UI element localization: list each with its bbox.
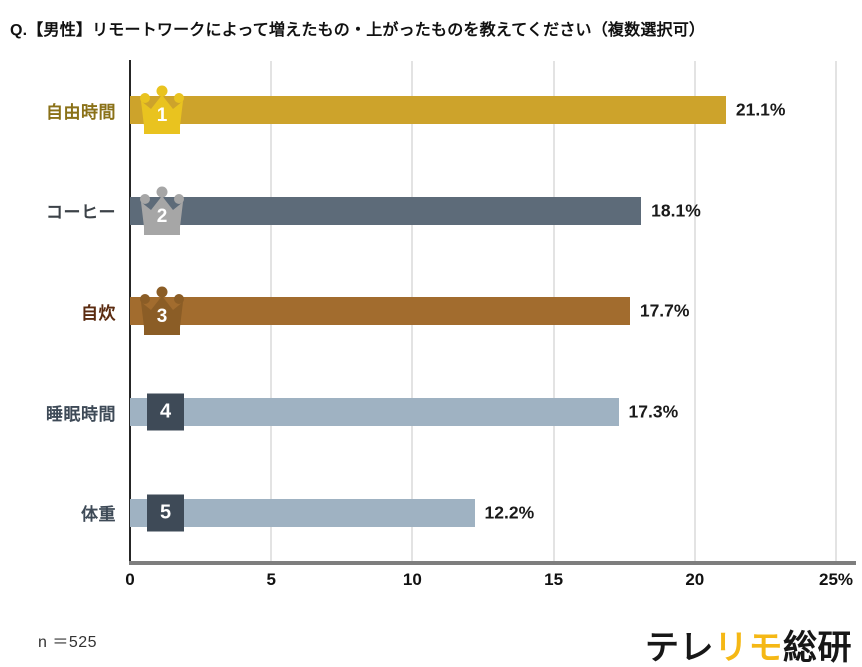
bar — [130, 498, 475, 527]
bar-zone: 1 21.1% — [130, 60, 836, 161]
bar-row: 体重 5 12.2% — [0, 462, 836, 563]
bar-zone: 3 17.7% — [130, 261, 836, 362]
x-tick-label: 25% — [818, 570, 854, 589]
rank-crown-badge: 2 — [138, 184, 186, 238]
x-tick-label: 15 — [544, 570, 564, 589]
bar-row: 睡眠時間 4 17.3% — [0, 362, 836, 463]
bar-zone: 4 17.3% — [130, 362, 836, 463]
category-label: 睡眠時間 — [46, 404, 116, 424]
logo-text-pre: テレ — [645, 629, 714, 667]
category-label: コーヒー — [46, 203, 116, 223]
value-label: 18.1% — [651, 200, 701, 221]
sample-size-note: n ＝525 — [38, 634, 98, 651]
logo-text-post: 総研 — [783, 629, 852, 667]
bar-row: コーヒー 2 18.1% — [0, 161, 836, 262]
bar-rows: 自由時間 1 21.1% コーヒー 2 18.1% 自炊 3 17.7% 睡眠時間 4 17.3% 体重… — [0, 60, 836, 563]
logo-text-accent: リモ — [714, 629, 783, 667]
bar-zone: 5 12.2% — [130, 462, 836, 563]
bar — [130, 297, 630, 326]
brand-logo: テレリモ総研 — [645, 620, 852, 667]
x-tick-label: 5 — [266, 570, 276, 589]
svg-text:1: 1 — [157, 105, 168, 126]
x-tick-label: 20 — [685, 570, 705, 589]
x-axis-line — [129, 561, 856, 565]
rank-square-badge: 4 — [147, 393, 184, 431]
value-label: 21.1% — [735, 99, 786, 120]
rank-crown-badge: 3 — [138, 284, 186, 338]
svg-text:3: 3 — [157, 306, 168, 327]
x-tick-label: 0 — [125, 570, 135, 589]
category-label: 体重 — [81, 505, 116, 525]
gridline — [693, 61, 696, 561]
bar-row: 自炊 3 17.7% — [0, 261, 836, 362]
svg-text:2: 2 — [157, 206, 168, 227]
category-label: 自炊 — [81, 303, 116, 323]
gridline — [835, 61, 837, 561]
bar — [130, 196, 642, 225]
rank-square-badge: 5 — [147, 494, 184, 532]
category-label: 自由時間 — [46, 102, 116, 122]
bar-row: 自由時間 1 21.1% — [0, 60, 836, 161]
rank-crown-badge: 1 — [138, 83, 186, 137]
value-label: 17.3% — [628, 401, 679, 422]
x-axis-ticks: 0 5 10 15 20 25% — [0, 570, 862, 598]
bar-zone: 2 18.1% — [130, 161, 836, 262]
value-label: 17.7% — [639, 300, 690, 321]
chart-title: Q.【男性】リモートワークによって増えたもの・上がったものを教えてください（複数… — [10, 22, 706, 39]
bar — [130, 398, 619, 427]
value-label: 12.2% — [484, 502, 535, 523]
bar — [130, 96, 726, 125]
x-tick-label: 10 — [402, 570, 422, 589]
